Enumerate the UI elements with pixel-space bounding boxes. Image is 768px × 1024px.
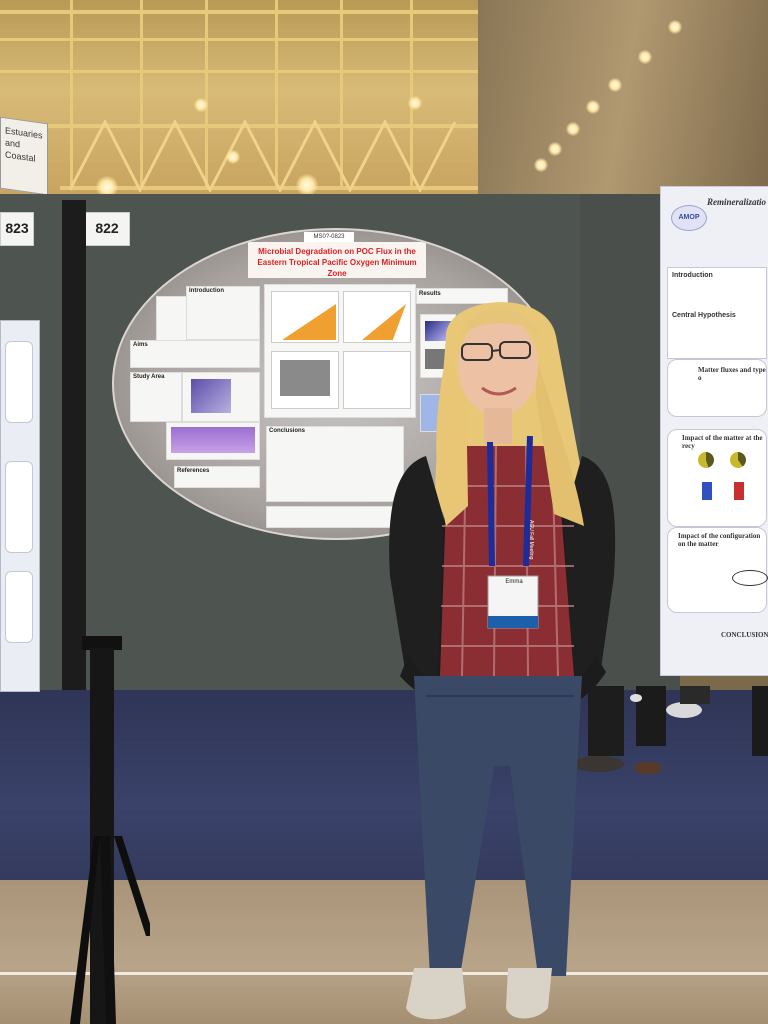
poster-introduction: Introduction	[186, 286, 260, 340]
floor	[0, 880, 768, 1024]
poster-map	[182, 372, 260, 422]
rp-heading-matter: Matter fluxes and type o	[698, 366, 766, 382]
poster-acknowledgements	[266, 506, 404, 528]
amop-logo: AMOP	[671, 205, 707, 231]
study-area-heading: Study Area	[133, 374, 165, 380]
poster-results-figures	[264, 284, 416, 418]
poster-study-area: Study Area	[130, 372, 182, 422]
floor-line	[0, 972, 768, 975]
lanyard-text: AGU Fall Meeting	[528, 520, 534, 560]
rp-heading-impact: Impact of the matter at the recy	[682, 434, 763, 450]
hanging-sign: Estuaries and Coastal	[0, 116, 48, 196]
poster-results-header: Results	[416, 288, 508, 304]
person-presenter	[389, 302, 616, 1020]
rp-heading-conclusion: CONCLUSION	[721, 631, 768, 639]
aims-heading: Aims	[133, 342, 148, 348]
rp-heading-config: Impact of the configuration on the matte…	[678, 532, 761, 548]
right-poster-configuration: Impact of the configuration on the matte…	[667, 527, 768, 613]
rp-heading-hypothesis: Central Hypothesis	[672, 312, 736, 319]
intro-heading: Introduction	[189, 288, 224, 294]
poster-section-plot	[166, 422, 260, 460]
conclusions-heading: Conclusions	[269, 428, 306, 434]
results-heading: Results	[419, 291, 441, 297]
hall-side-wall	[478, 0, 768, 200]
right-poster-matter: Matter fluxes and type o	[667, 359, 767, 417]
right-poster-intro: Introduction Central Hypothesis	[667, 267, 767, 359]
board-number-left: 823	[0, 212, 34, 246]
adjacent-poster: AMOP Remineralizatio Introduction Centra…	[660, 186, 768, 676]
truss-diagonals	[68, 120, 457, 192]
rp-heading-intro: Introduction	[672, 272, 713, 279]
poster-id: MS0?-0823	[304, 232, 354, 242]
poster-figure-small	[156, 296, 188, 342]
badge-name: Emma	[505, 579, 523, 585]
left-poster-edge	[0, 320, 40, 692]
right-poster-title: Remineralizatio	[707, 197, 767, 207]
right-poster-impact: Impact of the matter at the recy	[667, 429, 767, 527]
background-people-feet	[572, 686, 768, 774]
board-number-right: 822	[84, 212, 130, 246]
poster-conclusions: Conclusions	[266, 426, 404, 502]
poster-title: Microbial Degradation on POC Flux in the…	[248, 242, 426, 278]
poster-aims: Aims	[130, 340, 260, 368]
name-badge: Emma	[490, 578, 538, 614]
poster-references: References	[174, 466, 260, 488]
stanchion-post	[70, 636, 150, 1024]
board-pole	[62, 200, 86, 700]
references-heading: References	[177, 468, 210, 474]
